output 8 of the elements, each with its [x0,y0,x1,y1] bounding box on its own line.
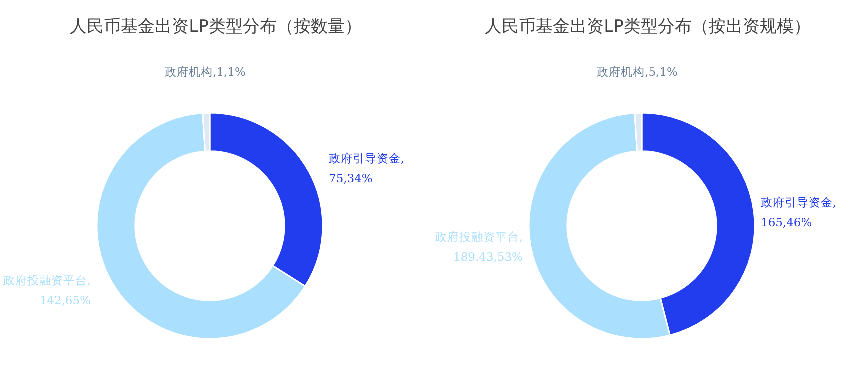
chart-title: 人民币基金出资LP类型分布（按数量） [70,17,362,37]
slice-label: 政府投融资平台,142,65% [3,274,92,308]
slice-label: 政府投融资平台,189.43,53% [435,230,524,264]
slice-label: 政府机构,1,1% [165,65,246,79]
slice-label: 政府引导资金,165,46% [761,196,837,230]
slice-label: 政府引导资金,75,34% [329,152,405,186]
chart-title: 人民币基金出资LP类型分布（按出资规模） [485,17,811,37]
slice-label: 政府机构,5,1% [597,65,678,79]
